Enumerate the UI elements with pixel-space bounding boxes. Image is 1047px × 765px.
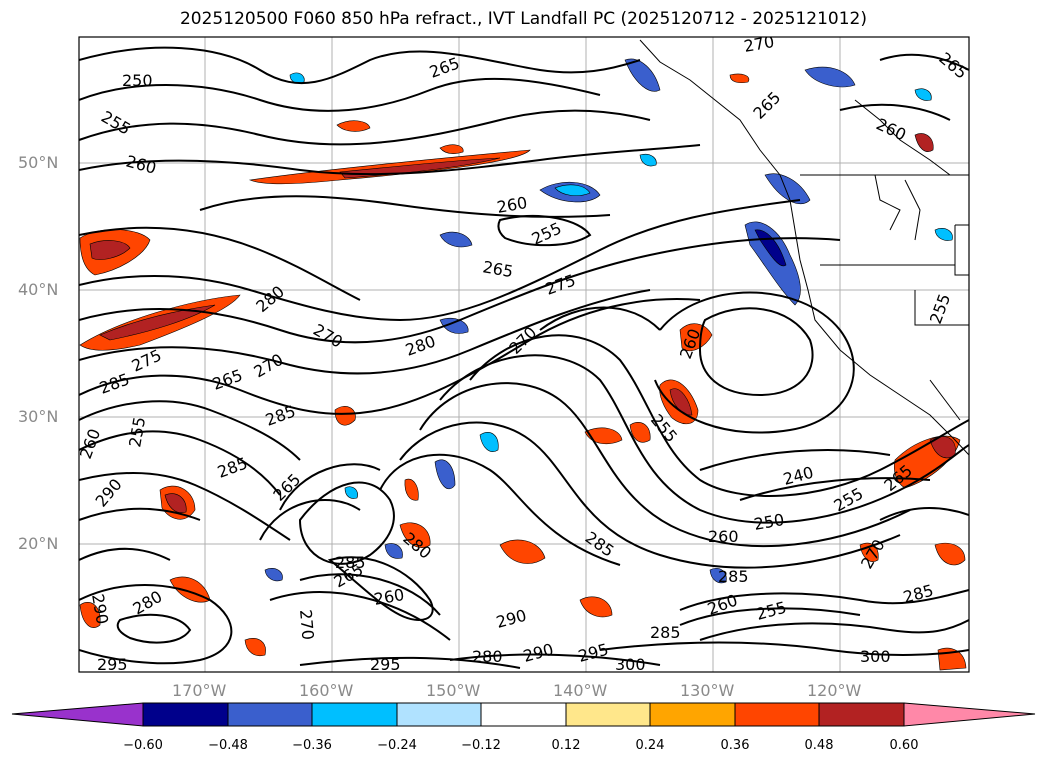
contour-label: 295 xyxy=(97,655,128,674)
colorbar-bin xyxy=(734,702,820,727)
colorbar-tick-label: 0.12 xyxy=(551,738,581,753)
contour-lines xyxy=(79,46,969,669)
colorbar-bin xyxy=(818,702,905,727)
lat-label: 30°N xyxy=(18,407,59,426)
contour-label: 280 xyxy=(472,647,503,666)
lon-label: 140°W xyxy=(553,681,608,700)
colorbar-tick-label: −0.36 xyxy=(292,738,332,753)
contour-label: 285 xyxy=(718,567,749,586)
contour-label: 300 xyxy=(615,655,646,674)
lon-label: 170°W xyxy=(172,681,227,700)
colorbar-bin xyxy=(903,702,1036,727)
colorbar-bin xyxy=(396,702,482,727)
colorbar-bin xyxy=(142,702,229,727)
colorbar-tick-label: 0.24 xyxy=(635,738,665,753)
colorbar-tick-label: 0.36 xyxy=(720,738,750,753)
contour-label: 285 xyxy=(650,623,681,642)
colorbar-tick-label: −0.12 xyxy=(461,738,501,753)
colorbar-bin xyxy=(311,702,398,727)
colorbar-bin xyxy=(11,702,144,727)
plot-area xyxy=(79,37,969,672)
colorbar-bin xyxy=(565,702,651,727)
contour-label: 270 xyxy=(742,32,775,56)
contour-label: 285 xyxy=(335,553,366,572)
colorbar-tick-label: 0.60 xyxy=(889,738,919,753)
lon-label: 120°W xyxy=(807,681,862,700)
colorbar xyxy=(11,702,1036,727)
contour-label: 295 xyxy=(370,655,401,674)
colorbar-tick-label: 0.48 xyxy=(804,738,834,753)
lat-label: 50°N xyxy=(18,153,59,172)
colorbar-bin xyxy=(227,702,313,727)
lat-label: 40°N xyxy=(18,280,59,299)
contour-label: 250 xyxy=(122,71,153,90)
lat-label: 20°N xyxy=(18,534,59,553)
colorbar-tick-label: −0.48 xyxy=(208,738,248,753)
plot-frame xyxy=(78,36,970,673)
chart-title: 2025120500 F060 850 hPa refract., IVT La… xyxy=(179,9,867,29)
coastline xyxy=(639,39,969,456)
contour-label: 270 xyxy=(296,609,318,641)
contour-label: 260 xyxy=(708,527,739,546)
colorbar-tick-label: −0.60 xyxy=(123,738,163,753)
colorbar-bin xyxy=(649,702,736,727)
lon-label: 130°W xyxy=(680,681,735,700)
colorbar-tick-label: −0.24 xyxy=(377,738,417,753)
colorbar-bin xyxy=(480,702,567,727)
shaded-field xyxy=(79,58,967,671)
lon-label: 160°W xyxy=(299,681,354,700)
contour-label: 300 xyxy=(860,647,891,666)
lon-label: 150°W xyxy=(426,681,481,700)
